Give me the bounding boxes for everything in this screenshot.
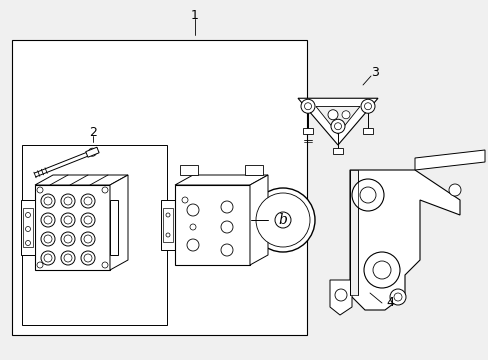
Circle shape xyxy=(61,251,75,265)
Circle shape xyxy=(44,254,52,262)
Bar xyxy=(23,208,33,247)
Circle shape xyxy=(221,244,232,256)
Circle shape xyxy=(341,111,349,119)
Circle shape xyxy=(360,99,374,113)
Bar xyxy=(163,208,173,242)
Circle shape xyxy=(84,197,92,205)
Circle shape xyxy=(221,201,232,213)
Circle shape xyxy=(44,216,52,224)
Bar xyxy=(35,185,110,270)
Circle shape xyxy=(186,239,199,251)
Circle shape xyxy=(44,197,52,205)
Text: b: b xyxy=(278,213,287,227)
Circle shape xyxy=(64,235,72,243)
Circle shape xyxy=(25,240,30,246)
Circle shape xyxy=(84,254,92,262)
Polygon shape xyxy=(414,150,484,170)
Circle shape xyxy=(41,232,55,246)
Circle shape xyxy=(334,289,346,301)
Circle shape xyxy=(41,251,55,265)
Circle shape xyxy=(84,235,92,243)
Circle shape xyxy=(221,221,232,233)
Circle shape xyxy=(81,232,95,246)
Circle shape xyxy=(334,123,341,130)
Circle shape xyxy=(102,262,108,268)
Bar xyxy=(362,128,372,134)
Text: 2: 2 xyxy=(89,126,97,139)
Circle shape xyxy=(41,213,55,227)
Circle shape xyxy=(393,293,401,301)
Circle shape xyxy=(363,252,399,288)
Polygon shape xyxy=(315,107,359,134)
Circle shape xyxy=(44,235,52,243)
Circle shape xyxy=(41,194,55,208)
Bar xyxy=(244,165,263,175)
Text: 4: 4 xyxy=(385,297,393,310)
Circle shape xyxy=(64,216,72,224)
Bar xyxy=(21,200,35,255)
Bar xyxy=(161,200,175,250)
Circle shape xyxy=(37,187,43,193)
Circle shape xyxy=(274,212,290,228)
Circle shape xyxy=(81,213,95,227)
Circle shape xyxy=(61,232,75,246)
Circle shape xyxy=(448,184,460,196)
Polygon shape xyxy=(249,175,267,265)
Circle shape xyxy=(304,103,311,110)
Text: 1: 1 xyxy=(191,9,199,22)
Bar xyxy=(110,200,118,255)
Polygon shape xyxy=(297,98,377,145)
Circle shape xyxy=(102,187,108,193)
Circle shape xyxy=(61,194,75,208)
Bar xyxy=(180,165,198,175)
Circle shape xyxy=(64,254,72,262)
Circle shape xyxy=(81,251,95,265)
Circle shape xyxy=(256,193,309,247)
Circle shape xyxy=(186,204,199,216)
Circle shape xyxy=(327,110,337,120)
Circle shape xyxy=(88,148,96,156)
Polygon shape xyxy=(349,170,459,310)
Bar xyxy=(303,128,312,134)
Bar xyxy=(332,148,342,154)
Circle shape xyxy=(372,261,390,279)
Circle shape xyxy=(330,119,345,133)
Polygon shape xyxy=(175,175,267,185)
Circle shape xyxy=(64,197,72,205)
Circle shape xyxy=(84,216,92,224)
Circle shape xyxy=(301,99,314,113)
Circle shape xyxy=(351,179,383,211)
Polygon shape xyxy=(110,175,128,270)
Circle shape xyxy=(165,233,170,237)
Bar xyxy=(175,185,249,265)
Circle shape xyxy=(81,194,95,208)
Circle shape xyxy=(359,187,375,203)
Polygon shape xyxy=(85,147,99,157)
Circle shape xyxy=(364,103,371,110)
Polygon shape xyxy=(329,280,351,315)
Polygon shape xyxy=(35,175,128,185)
Circle shape xyxy=(190,224,196,230)
Circle shape xyxy=(165,213,170,217)
Circle shape xyxy=(182,197,187,203)
Circle shape xyxy=(37,262,43,268)
Circle shape xyxy=(25,212,30,217)
Circle shape xyxy=(25,226,30,231)
Circle shape xyxy=(250,188,314,252)
Bar xyxy=(12,40,306,335)
Polygon shape xyxy=(349,170,357,295)
Circle shape xyxy=(389,289,405,305)
Circle shape xyxy=(61,213,75,227)
Bar xyxy=(22,145,167,325)
Text: 3: 3 xyxy=(370,66,378,78)
